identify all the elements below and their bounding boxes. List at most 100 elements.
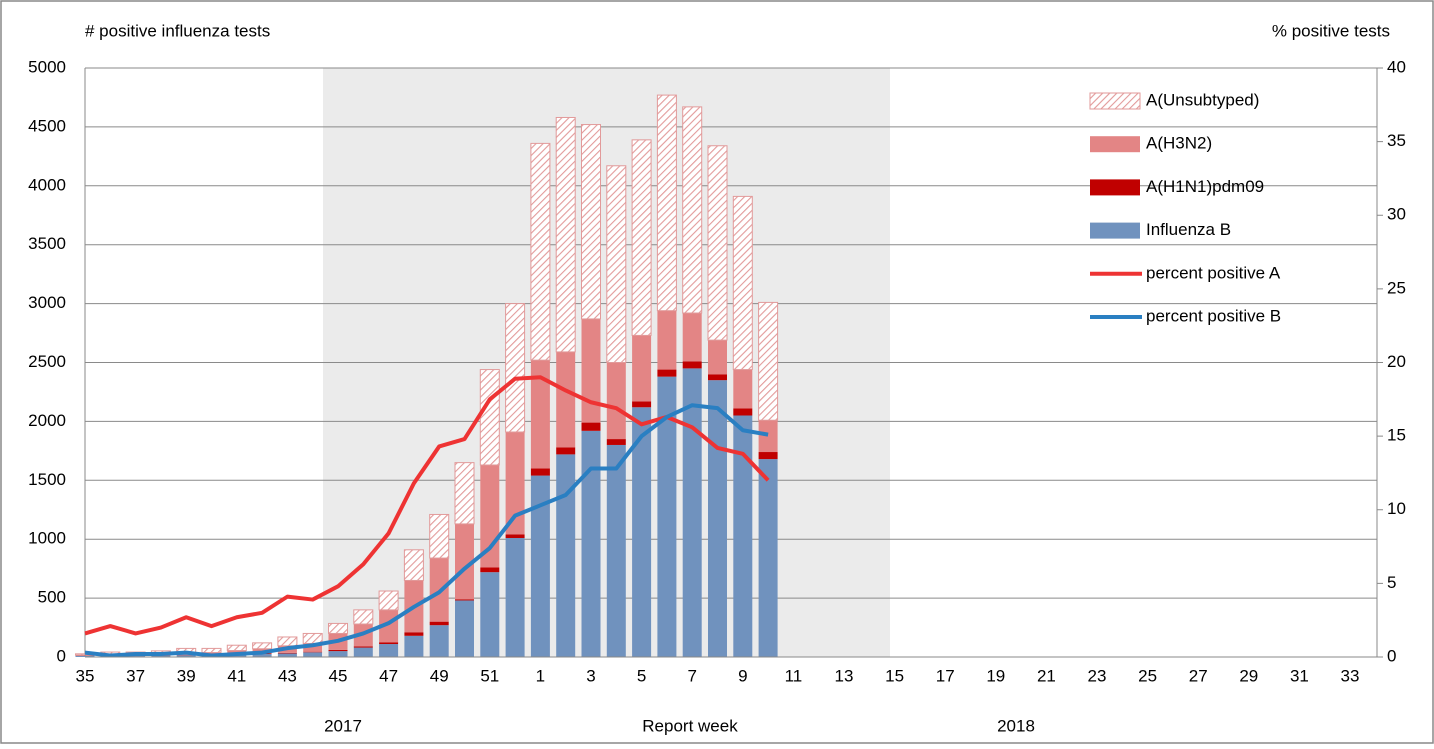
y-tick-label: 0 bbox=[57, 646, 66, 665]
bar-segment bbox=[556, 352, 575, 447]
y2-tick-label: 10 bbox=[1387, 499, 1406, 518]
y-tick-label: 500 bbox=[38, 588, 66, 607]
bar-segment bbox=[733, 196, 752, 369]
bar-segment bbox=[329, 623, 348, 633]
bar-segment bbox=[657, 95, 676, 311]
x-tick-label: 51 bbox=[480, 666, 499, 685]
bar-segment bbox=[354, 648, 373, 657]
bar-segment bbox=[582, 423, 601, 431]
x-tick-label: 21 bbox=[1037, 666, 1056, 685]
bar-segment bbox=[582, 125, 601, 319]
bar-segment bbox=[556, 117, 575, 351]
bar-segment bbox=[303, 633, 322, 643]
year-label: 2018 bbox=[997, 716, 1035, 735]
x-tick-label: 29 bbox=[1239, 666, 1258, 685]
bar-segment bbox=[278, 653, 297, 654]
x-tick-label: 17 bbox=[936, 666, 955, 685]
y2-axis-title: % positive tests bbox=[1272, 21, 1390, 40]
legend-swatch bbox=[1090, 223, 1140, 239]
bar-segment bbox=[632, 335, 651, 401]
y-tick-label: 2000 bbox=[28, 411, 66, 430]
bar-segment bbox=[404, 632, 423, 636]
bar-segment bbox=[480, 572, 499, 657]
y-tick-label: 2500 bbox=[28, 352, 66, 371]
bar-segment bbox=[430, 622, 449, 626]
bar-segment bbox=[329, 650, 348, 651]
bar-segment bbox=[354, 646, 373, 647]
x-tick-label: 23 bbox=[1088, 666, 1107, 685]
bar-segment bbox=[303, 652, 322, 657]
x-tick-label: 39 bbox=[177, 666, 196, 685]
y-tick-label: 1500 bbox=[28, 470, 66, 489]
legend-label: Influenza B bbox=[1146, 220, 1231, 239]
bar-segment bbox=[759, 302, 778, 420]
bar-segment bbox=[354, 610, 373, 624]
bar-segment bbox=[657, 370, 676, 377]
bar-segment bbox=[531, 143, 550, 360]
x-tick-label: 5 bbox=[637, 666, 646, 685]
bar-segment bbox=[607, 166, 626, 363]
bar-segment bbox=[506, 432, 525, 534]
x-tick-label: 19 bbox=[986, 666, 1005, 685]
legend-label: A(H3N2) bbox=[1146, 134, 1212, 153]
bar-segment bbox=[455, 600, 474, 657]
x-axis-title: Report week bbox=[642, 716, 738, 735]
y2-tick-label: 15 bbox=[1387, 426, 1406, 445]
bar-segment bbox=[607, 439, 626, 445]
bar-segment bbox=[202, 648, 221, 652]
y2-tick-label: 40 bbox=[1387, 57, 1406, 76]
legend-label: A(H1N1)pdm09 bbox=[1146, 177, 1264, 196]
x-tick-label: 33 bbox=[1341, 666, 1360, 685]
x-tick-label: 47 bbox=[379, 666, 398, 685]
y2-tick-label: 25 bbox=[1387, 278, 1406, 297]
y2-tick-label: 5 bbox=[1387, 573, 1396, 592]
bar-segment bbox=[278, 637, 297, 646]
y-tick-label: 4500 bbox=[28, 116, 66, 135]
bar-segment bbox=[329, 651, 348, 657]
bar-segment bbox=[506, 304, 525, 432]
bar-segment bbox=[455, 463, 474, 524]
legend-swatch bbox=[1090, 136, 1140, 152]
bar-segment bbox=[278, 653, 297, 657]
legend-label: A(Unsubtyped) bbox=[1146, 90, 1259, 109]
y2-tick-label: 35 bbox=[1387, 131, 1406, 150]
y-axis-title: # positive influenza tests bbox=[85, 21, 270, 40]
bar-segment bbox=[404, 636, 423, 657]
bar-segment bbox=[632, 401, 651, 407]
x-tick-label: 1 bbox=[536, 666, 545, 685]
legend-swatch bbox=[1090, 93, 1140, 109]
bar-segment bbox=[708, 380, 727, 657]
x-tick-label: 45 bbox=[329, 666, 348, 685]
y-tick-label: 3500 bbox=[28, 234, 66, 253]
x-tick-label: 27 bbox=[1189, 666, 1208, 685]
y-tick-label: 4000 bbox=[28, 175, 66, 194]
bar-segment bbox=[607, 445, 626, 657]
y2-tick-label: 0 bbox=[1387, 646, 1396, 665]
bar-segment bbox=[556, 447, 575, 454]
x-tick-label: 9 bbox=[738, 666, 747, 685]
bar-segment bbox=[531, 469, 550, 476]
bar-segment bbox=[303, 652, 322, 653]
x-tick-label: 49 bbox=[430, 666, 449, 685]
bar-segment bbox=[733, 370, 752, 409]
bar-segment bbox=[657, 311, 676, 370]
y2-tick-label: 30 bbox=[1387, 205, 1406, 224]
legend-label: percent positive A bbox=[1146, 263, 1281, 282]
bar-segment bbox=[227, 645, 246, 650]
bar-segment bbox=[430, 625, 449, 657]
bar-segment bbox=[683, 368, 702, 657]
bar-segment bbox=[379, 644, 398, 657]
y-tick-label: 5000 bbox=[28, 57, 66, 76]
bar-segment bbox=[708, 340, 727, 374]
bar-segment bbox=[759, 459, 778, 657]
bar-segment bbox=[582, 319, 601, 423]
bar-segment bbox=[607, 363, 626, 440]
bar-segment bbox=[430, 514, 449, 558]
bar-segment bbox=[683, 361, 702, 368]
bar-segment bbox=[506, 534, 525, 538]
bar-segment bbox=[480, 567, 499, 572]
bar-segment bbox=[480, 370, 499, 465]
year-label: 2017 bbox=[324, 716, 362, 735]
y2-tick-label: 20 bbox=[1387, 352, 1406, 371]
